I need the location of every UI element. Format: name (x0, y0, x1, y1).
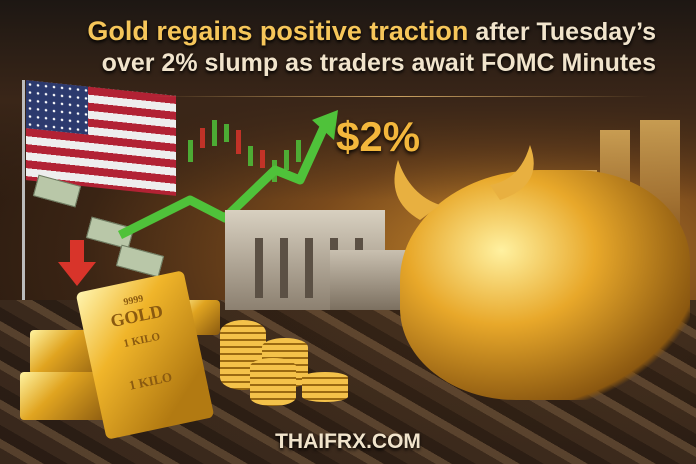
golden-bull (400, 170, 690, 400)
coin-stack (302, 372, 348, 402)
gold-weight: 1 KILO (127, 369, 174, 393)
headline-highlight: Gold regains positive traction (87, 16, 469, 46)
down-arrow-icon (58, 240, 96, 286)
flag-pole (22, 80, 25, 300)
headline-line2: over 2% slump as traders await FOMC Minu… (101, 49, 656, 77)
brand-watermark: THAIFRX.COM (275, 430, 421, 453)
bull-horns (394, 145, 534, 220)
coin-stack (250, 358, 296, 406)
up-arrow-icon (117, 123, 330, 240)
up-arrow-head (312, 110, 338, 140)
headline-line1: after Tuesday’s (475, 18, 656, 46)
percent-badge: $2% (336, 113, 421, 160)
headline: Gold regains positive traction after Tue… (87, 16, 656, 78)
divider (150, 96, 650, 97)
